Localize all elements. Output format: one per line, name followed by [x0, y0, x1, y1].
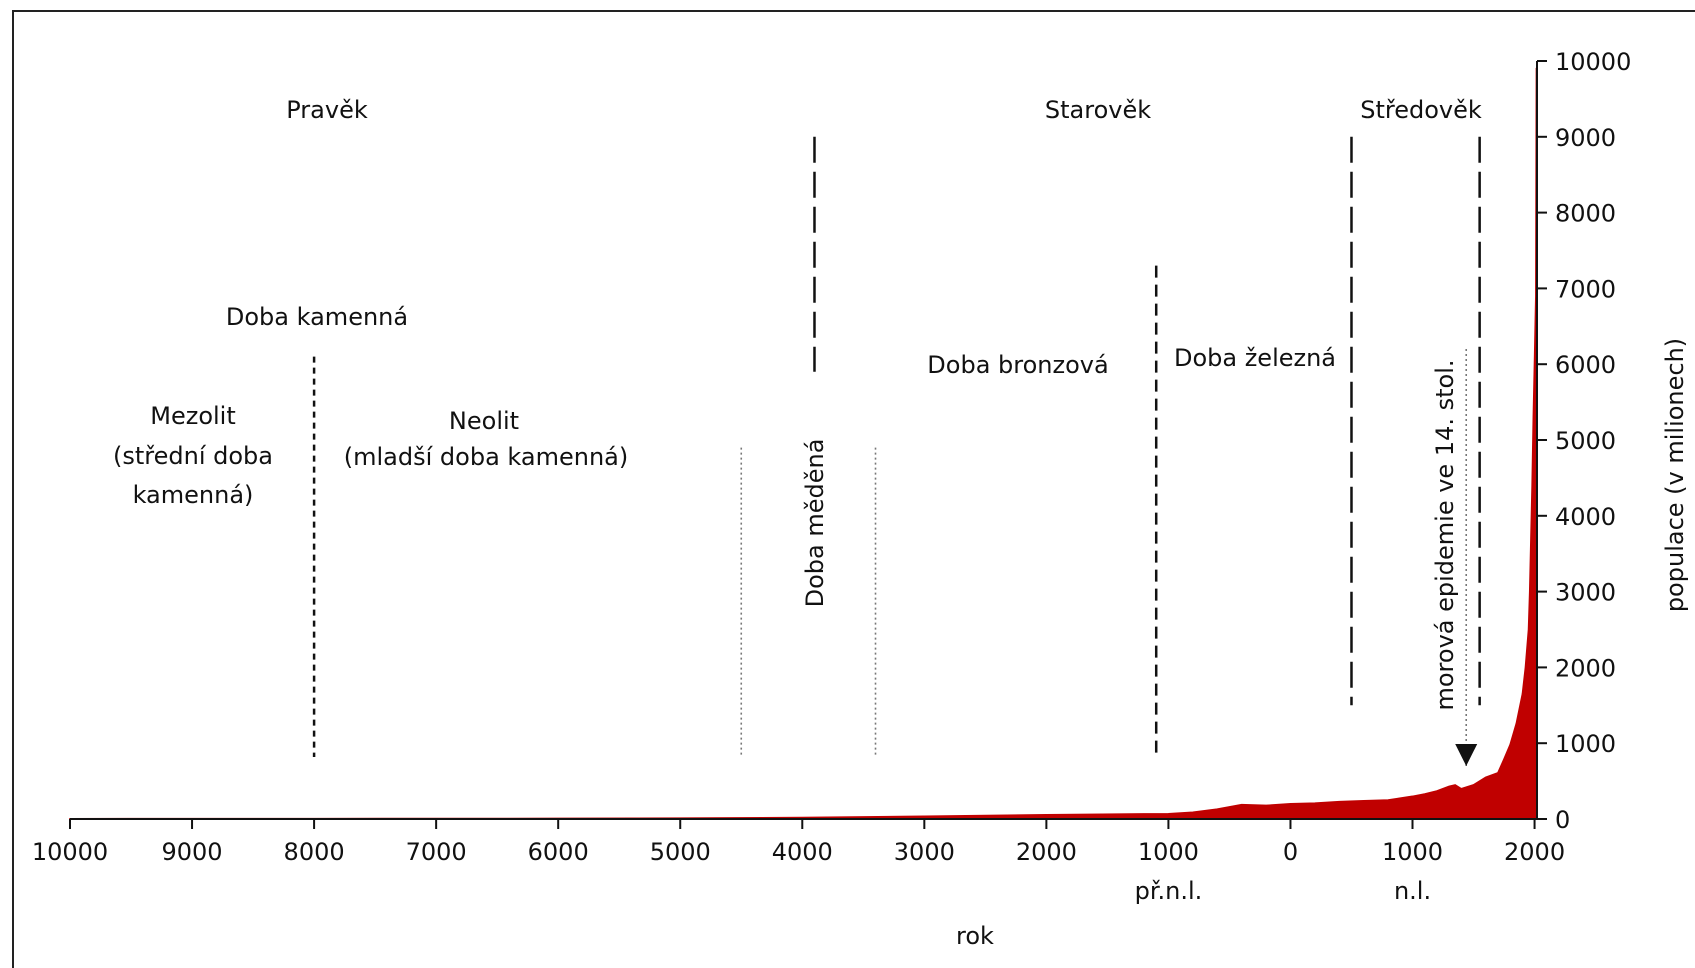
y-tick-label: 4000: [1555, 503, 1616, 531]
x-tick-label: 2000: [1504, 838, 1565, 866]
label-stredovek: Středověk: [1360, 96, 1482, 124]
tick-layer: 10000 9000 8000 7000 6000 5000 4000 3000 2000 100…: [32, 48, 1632, 905]
x-tick-label: 2000: [1016, 838, 1077, 866]
x-tick-sublabel: n.l.: [1394, 877, 1431, 905]
x-tick-label: 5000: [650, 838, 711, 866]
label-doba-bronzova: Doba bronzová: [927, 351, 1108, 379]
y-tick-label: 9000: [1555, 124, 1616, 152]
y-tick-label: 10000: [1555, 48, 1631, 76]
label-doba-zelezna: Doba železná: [1174, 344, 1336, 372]
label-pravek: Pravěk: [286, 96, 368, 124]
label-mezolit-3: kamenná): [133, 481, 254, 509]
label-neolit-1: Neolit: [449, 407, 519, 435]
label-mezolit-1: Mezolit: [150, 402, 236, 430]
x-tick-label: 0: [1283, 838, 1298, 866]
y-tick-label: 0: [1555, 806, 1570, 834]
population-area-0: [69, 67, 1538, 820]
area-layer: [69, 67, 1538, 820]
x-axis-title: rok: [956, 922, 994, 950]
y-tick-label: 6000: [1555, 351, 1616, 379]
y-tick-label: 8000: [1555, 200, 1616, 228]
x-tick-label: 9000: [162, 838, 223, 866]
chart-frame: [12, 10, 1695, 968]
x-tick-label: 10000: [32, 838, 108, 866]
label-doba-kamenna: Doba kamenná: [226, 303, 408, 331]
y-tick-label: 3000: [1555, 579, 1616, 607]
y-tick-label: 1000: [1555, 730, 1616, 758]
label-mezolit-2: (střední doba: [113, 442, 273, 470]
x-tick-label: 1000: [1382, 838, 1443, 866]
label-epidemie: morová epidemie ve 14. stol.: [1431, 359, 1459, 710]
x-tick-label: 1000: [1138, 838, 1199, 866]
x-tick-label: 7000: [406, 838, 467, 866]
y-tick-label: 7000: [1555, 275, 1616, 303]
x-tick-label: 3000: [894, 838, 955, 866]
label-neolit-2: (mladší doba kamenná): [344, 443, 628, 471]
x-tick-label: 4000: [772, 838, 833, 866]
y-tick-label: 2000: [1555, 654, 1616, 682]
x-tick-label: 6000: [528, 838, 589, 866]
x-tick-sublabel: př.n.l.: [1135, 877, 1203, 905]
y-tick-label: 5000: [1555, 427, 1616, 455]
boundary-layer: [312, 136, 1481, 766]
x-tick-label: 8000: [284, 838, 345, 866]
label-doba-medena: Doba měděná: [801, 439, 829, 608]
y-axis-title: populace (v milionech): [1661, 338, 1689, 612]
label-starovek: Starověk: [1045, 96, 1151, 124]
arrow-head: [1455, 743, 1478, 766]
